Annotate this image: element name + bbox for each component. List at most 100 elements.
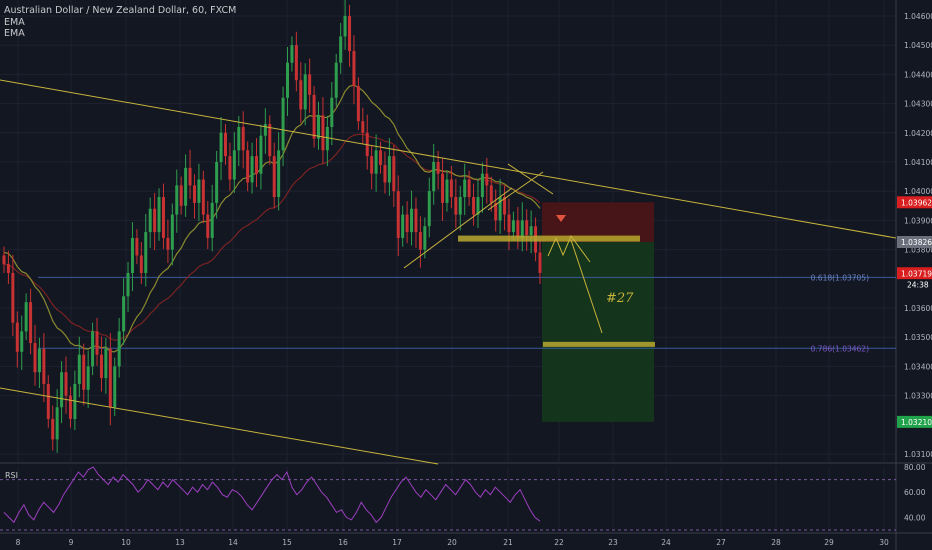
price-label-target: [897, 415, 932, 428]
time-tick-label: 28: [771, 538, 781, 547]
candle-body: [46, 383, 50, 419]
candle-body: [188, 167, 192, 186]
candle-body: [356, 86, 360, 122]
ema-indicator-label-1[interactable]: EMA: [4, 17, 25, 28]
candle-body: [379, 150, 383, 165]
price-tick-label: 1.03400: [904, 362, 932, 371]
candle-body: [277, 150, 281, 198]
candle-body: [104, 348, 108, 379]
candle-body: [458, 197, 462, 215]
price-label-stop: [897, 196, 932, 209]
countdown-text: 24:38: [907, 280, 929, 289]
price-tick-label: 1.03600: [904, 304, 932, 313]
candle-body: [99, 354, 103, 379]
time-tick-label: 27: [716, 538, 726, 547]
candle-body: [223, 132, 227, 157]
candle-body: [432, 162, 436, 192]
price-label-current: [897, 267, 932, 280]
candle-body: [2, 255, 6, 265]
price-tick-label: 1.04100: [904, 158, 932, 167]
candle-body: [228, 156, 232, 180]
candle-body: [339, 36, 343, 63]
time-tick-label: 16: [338, 538, 348, 547]
time-tick-label: 22: [554, 538, 564, 547]
trend-line: [403, 187, 513, 269]
candle-body: [170, 214, 174, 250]
candle-body: [82, 354, 86, 390]
candle-body: [454, 197, 458, 215]
candle-body: [157, 197, 161, 233]
candle-body: [485, 173, 489, 186]
candle-body: [520, 220, 524, 238]
candle-body: [387, 156, 391, 183]
candle-body: [516, 220, 520, 238]
candle-body: [122, 296, 126, 332]
stop-loss-zone: [542, 202, 654, 243]
candle-body: [175, 185, 179, 215]
price-tick-label: 1.03100: [904, 450, 932, 459]
rsi-label: RSI: [5, 471, 18, 480]
candle-body: [113, 366, 117, 408]
price-label-text: 1.03962: [901, 198, 932, 207]
candle-body: [77, 354, 81, 384]
candle-body: [507, 214, 511, 233]
time-tick-label: 24: [661, 538, 671, 547]
candle-body: [60, 372, 64, 408]
candle-body: [418, 232, 422, 250]
price-tick-label: 1.03900: [904, 216, 932, 225]
candle-body: [392, 156, 396, 192]
candle-body: [144, 232, 148, 273]
candle-body: [325, 126, 329, 151]
candle-body: [153, 208, 157, 233]
candle-body: [290, 45, 294, 63]
candle-body: [445, 179, 449, 203]
candle-body: [254, 156, 258, 174]
candle-body: [20, 331, 24, 352]
candle-body: [135, 237, 139, 256]
candle-body: [427, 191, 431, 227]
candle-body: [498, 197, 502, 221]
price-tick-label: 1.04300: [904, 100, 932, 109]
chart-title[interactable]: Australian Dollar / New Zealand Dollar, …: [4, 5, 237, 16]
candle-body: [108, 348, 112, 408]
candle-body: [148, 208, 152, 233]
candle-body: [410, 208, 414, 233]
price-label-text: 1.03210: [901, 418, 932, 427]
candle-body: [321, 115, 325, 151]
candle-body: [55, 407, 59, 440]
candle-body: [64, 372, 68, 396]
trend-line: [487, 171, 544, 211]
rsi-tick-label: 60.00: [904, 488, 926, 497]
candle-body: [139, 255, 143, 273]
price-tick-label: 1.04000: [904, 187, 932, 196]
candle-body: [503, 197, 507, 215]
price-tick-label: 1.03300: [904, 392, 932, 401]
time-tick-label: 23: [608, 538, 618, 547]
candle-body: [317, 115, 321, 139]
candle-body: [467, 179, 471, 198]
price-label-entry: [897, 236, 932, 249]
ema-indicator-label-2[interactable]: EMA: [4, 28, 25, 39]
candle-body: [42, 348, 46, 384]
price-label-text: 1.03826: [901, 238, 932, 247]
candle-body: [272, 156, 276, 198]
candle-body: [396, 191, 400, 238]
time-tick-label: 15: [282, 538, 292, 547]
price-tick-label: 1.04400: [904, 70, 932, 79]
price-tick-label: 1.04500: [904, 41, 932, 50]
candle-body: [525, 220, 529, 235]
candle-body: [294, 45, 298, 81]
sell-arrow-icon: [556, 215, 566, 222]
candle-body: [259, 135, 263, 174]
price-tick-label: 1.04600: [904, 12, 932, 21]
candle-body: [334, 62, 338, 98]
candle-body: [383, 164, 387, 183]
candle-body: [192, 185, 196, 203]
candle-body: [68, 395, 72, 419]
time-tick-label: 8: [16, 538, 21, 547]
candle-body: [15, 322, 19, 352]
candle-body: [529, 226, 533, 235]
candle-body: [423, 226, 427, 250]
candle-body: [86, 366, 90, 390]
